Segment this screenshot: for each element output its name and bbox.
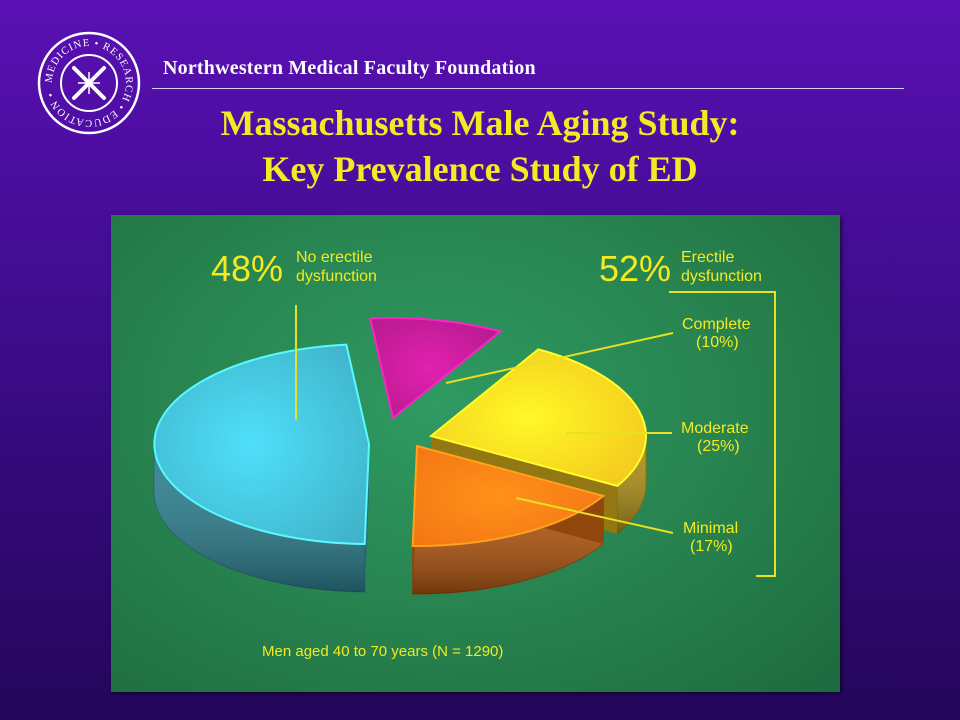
ed-label-line-2: dysfunction xyxy=(681,268,762,285)
pie-slice-moderate xyxy=(428,348,647,487)
ed-bracket xyxy=(669,291,776,577)
title-line-1: Massachusetts Male Aging Study: xyxy=(220,103,740,143)
ed-label-line-1: Erectile xyxy=(681,249,734,266)
pie-slice-complete xyxy=(369,317,503,420)
pie-side-shade-moderate xyxy=(617,436,646,534)
organization-name: Northwestern Medical Faculty Foundation xyxy=(163,57,536,79)
ed-percent-label: 52% xyxy=(599,248,671,289)
complete-percent-label: (10%) xyxy=(696,334,739,351)
no-ed-label-line-1: No erectile xyxy=(296,249,373,266)
header-divider xyxy=(152,88,904,89)
moderate-label: Moderate xyxy=(681,420,749,437)
minimal-label: Minimal xyxy=(683,520,738,537)
pie-side-shade-no-ed xyxy=(154,444,365,592)
pie-side-shade-minimal xyxy=(412,495,604,594)
pie-slice-minimal xyxy=(411,444,606,548)
foundation-seal-icon: MEDICINE • RESEARCH • EDUCATION • xyxy=(37,31,141,135)
complete-label: Complete xyxy=(682,316,751,333)
no-ed-percent-label: 48% xyxy=(211,248,283,289)
slide-title: Massachusetts Male Aging Study: Key Prev… xyxy=(130,100,830,192)
minimal-leader-line xyxy=(515,497,674,534)
chart-panel: 48% No erectile dysfunction 52% Erectile… xyxy=(111,215,840,692)
moderate-percent-label: (25%) xyxy=(697,438,740,455)
no-ed-label-line-2: dysfunction xyxy=(296,268,377,285)
chart-footnote: Men aged 40 to 70 years (N = 1290) xyxy=(262,643,503,660)
title-line-2: Key Prevalence Study of ED xyxy=(262,149,698,189)
complete-leader-line xyxy=(445,332,674,384)
minimal-percent-label: (17%) xyxy=(690,538,733,555)
pie-chart: 48% No erectile dysfunction 52% Erectile… xyxy=(153,248,776,660)
pie-slice-no-ed xyxy=(153,343,371,546)
